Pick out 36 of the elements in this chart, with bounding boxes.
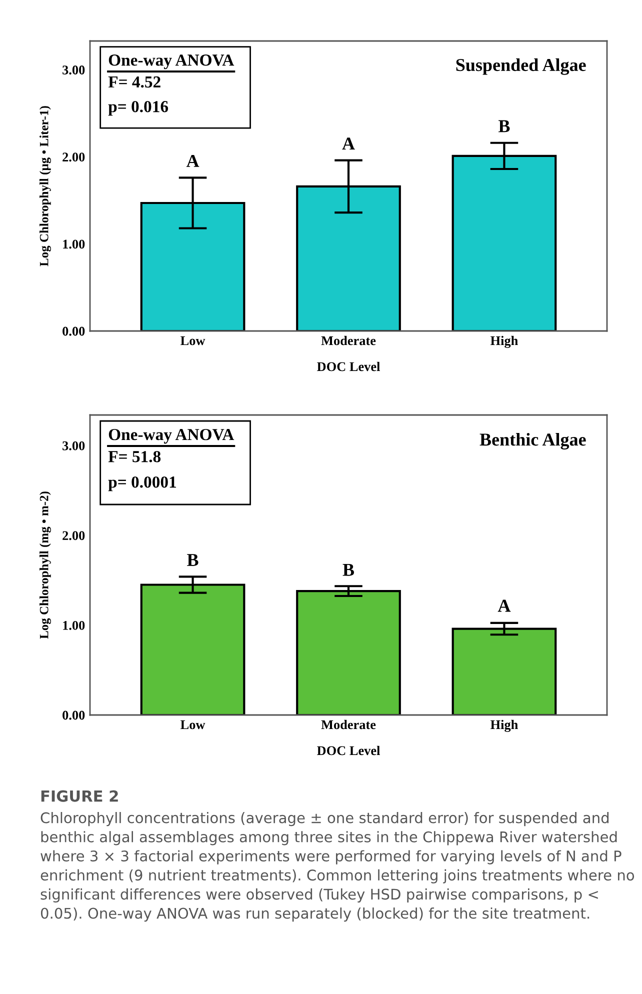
annotation: B: [342, 564, 354, 576]
x-axis-title: DOC Level: [317, 746, 380, 756]
y-tick-label: 3.00: [62, 441, 85, 450]
y-tick-label: 0.00: [62, 710, 85, 720]
x-axis-title: DOC Level: [317, 362, 380, 372]
x-tick-label: Moderate: [321, 720, 376, 730]
caption: FIGURE 2: [41, 790, 118, 802]
x-tick-label: Low: [180, 720, 206, 730]
bar: [296, 590, 401, 715]
annotation: A: [342, 138, 355, 150]
annotation: One-way ANOVA: [108, 428, 234, 444]
y-tick-label: 2.00: [62, 152, 85, 162]
x-tick-label: Low: [180, 336, 206, 346]
y-tick-label: 1.00: [63, 620, 85, 630]
y-axis-title: Log Chlorophyll (µg • Liter-1): [40, 106, 51, 266]
text: Benthic Algae: [480, 433, 586, 450]
text: Chlorophyll concentrations (average ± one standard error) for suspended and benthic algal assemblages among three sites in the Chippewa River watershed where 3 × 3 factorial experiments were performed for varying levels of N and P enrichment (9 nutrient treatments). Common lettering joins treatments where no significant differences were observed (Tukey HSD pairwise comparisons, p < 0.05). One-way ANOVA was run separately (blocked) for the site treatment.: [40, 812, 634, 922]
y-tick-label: 2.00: [62, 531, 85, 540]
x-tick-label: High: [490, 720, 518, 732]
annotation: p= 0.0001: [108, 476, 176, 492]
y-axis-title: Log Chlorophyll (mg • m-2): [40, 492, 51, 639]
bar: [452, 628, 557, 715]
annotation: p= 0.016: [108, 100, 168, 116]
annotation: B: [187, 554, 198, 566]
text: Suspended Algae: [456, 58, 586, 75]
annotation: A: [498, 600, 511, 612]
y-tick-label: 1.00: [63, 240, 85, 249]
x-tick-label: High: [490, 336, 518, 348]
x-tick-label: Moderate: [321, 336, 376, 346]
annotation: F= 4.52: [108, 76, 160, 88]
annotation: A: [186, 155, 200, 167]
annotation: One-way ANOVA: [108, 54, 234, 70]
y-tick-label: 3.00: [62, 66, 85, 75]
y-tick-label: 0.00: [62, 326, 85, 336]
annotation: F= 51.8: [108, 450, 161, 462]
annotation: B: [498, 120, 510, 132]
